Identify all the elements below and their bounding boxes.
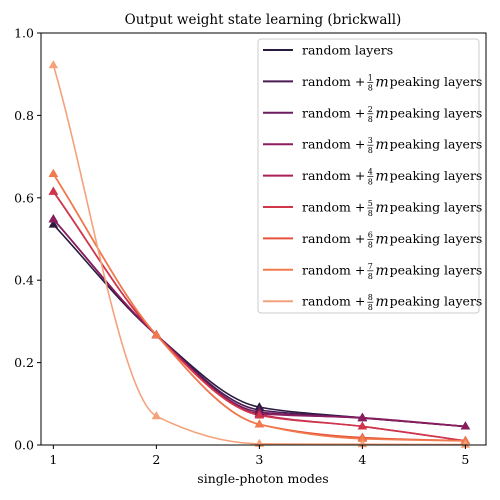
legend-suffix-1: peaking layers [390,74,483,89]
x-tick-label: 3 [255,452,263,467]
data-point-s7-3 [357,433,368,442]
legend-m-2: m [375,106,388,122]
legend-frac-num-2: 2 [368,105,373,114]
plot-lines [52,64,466,446]
legend-suffix-4: peaking layers [390,168,483,183]
legend-frac-num-1: 1 [368,73,373,82]
legend-frac-den-4: 8 [368,178,373,187]
y-tick-label: 0.2 [14,355,34,370]
legend-label-5: random + [302,200,365,215]
data-point-s8-1 [151,411,162,420]
legend-frac-den-3: 8 [368,146,373,155]
legend-frac-den-7: 8 [368,272,373,281]
legend-suffix-2: peaking layers [390,105,483,120]
series-line-7 [52,173,466,442]
legend-frac-num-6: 6 [368,230,373,239]
legend-label-3: random + [302,137,365,152]
data-point-s7-2 [254,419,265,428]
data-point-s5-2 [254,410,265,419]
plot-markers [48,60,471,448]
legend-m-1: m [375,74,388,90]
legend-suffix-7: peaking layers [390,262,483,277]
legend-box [257,38,480,314]
plot-frame [40,32,487,446]
legend-m-7: m [375,263,388,279]
legend-m-6: m [375,231,388,247]
x-axis-label: single-photon modes [197,471,328,486]
y-tick-label: 0.6 [14,190,34,205]
data-point-s5-0 [48,186,59,195]
legend-frac-num-8: 8 [368,293,373,302]
legend-suffix-5: peaking layers [390,200,483,215]
data-point-s3-0 [48,214,59,223]
data-point-s3-4 [460,421,471,430]
legend-frac-den-1: 8 [368,83,373,92]
data-point-s8-4 [460,439,471,448]
legend-label-4: random + [302,168,365,183]
legend-suffix-3: peaking layers [390,137,483,152]
legend-frac-num-3: 3 [368,136,373,145]
x-tick-label: 2 [152,452,160,467]
x-tick-label: 1 [49,452,57,467]
axes: 1 2 3 4 5 0.0 0.2 0.4 0.6 0.8 1.0 [14,26,487,467]
legend-m-8: m [375,294,388,310]
chart-title: Output weight state learning (brickwall) [125,12,402,28]
data-point-s5-3 [357,421,368,430]
data-point-s0-0 [48,219,59,228]
legend-label-8: random + [302,294,365,309]
data-point-s8-0 [48,60,59,69]
series-line-5 [52,191,466,442]
legend-suffix-8: peaking layers [390,294,483,309]
y-tick-label: 0.0 [14,438,34,453]
legend-label-0: random layers [302,43,393,58]
legend-frac-den-8: 8 [368,303,373,312]
legend-frac-num-7: 7 [368,262,373,271]
legend-m-5: m [375,200,388,216]
y-tick-label: 0.8 [14,108,34,123]
legend-label-2: random + [302,105,365,120]
legend-label-7: random + [302,262,365,277]
legend-frac-den-6: 8 [368,240,373,249]
legend-frac-num-5: 5 [368,199,373,208]
data-point-s7-1 [151,330,162,339]
series-line-8 [52,64,466,446]
legend-suffix-6: peaking layers [390,231,483,246]
legend-frac-num-4: 4 [368,168,373,177]
y-tick-label: 0.4 [14,273,34,288]
legend-m-4: m [375,169,388,185]
data-point-s3-3 [357,412,368,421]
legend-frac-den-2: 8 [368,115,373,124]
legend-label-6: random + [302,231,365,246]
legend-m-3: m [375,137,388,153]
legend-frac-den-5: 8 [368,209,373,218]
x-tick-label: 4 [358,452,366,467]
legend-label-1: random + [302,74,365,89]
y-tick-label: 1.0 [14,26,34,41]
data-point-s7-0 [48,168,59,177]
x-tick-label: 5 [461,452,469,467]
